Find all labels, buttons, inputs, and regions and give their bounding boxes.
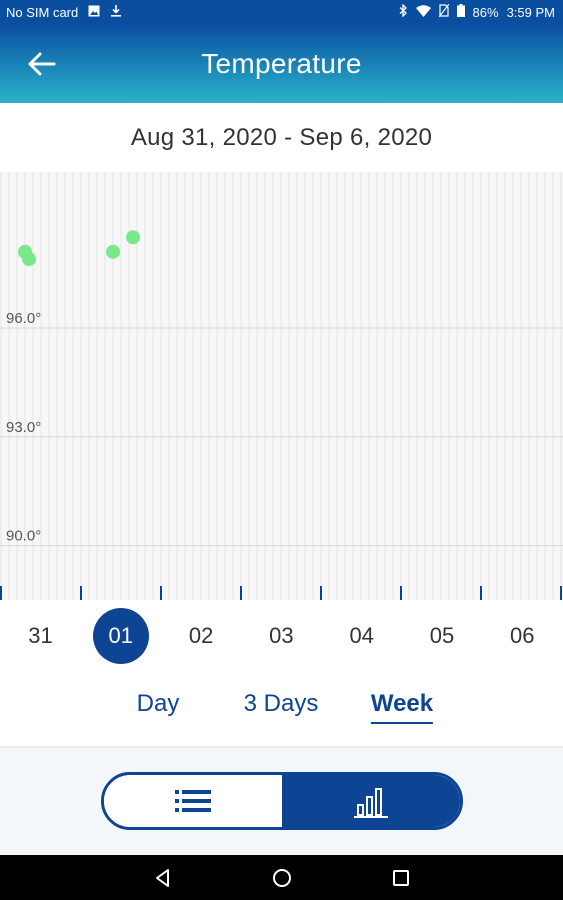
y-tick-label: 96.0° <box>6 310 41 327</box>
period-tab-week[interactable]: Week <box>370 690 434 724</box>
no-sim-icon <box>438 3 450 20</box>
period-tabs: Day 3 Days Week <box>0 690 563 730</box>
battery-icon <box>456 4 465 20</box>
day-04[interactable]: 04 <box>349 623 374 648</box>
day-31[interactable]: 31 <box>28 623 53 648</box>
arrow-left-icon <box>28 52 56 76</box>
image-icon <box>88 5 100 20</box>
data-point <box>22 252 36 267</box>
bar-chart-icon <box>354 788 388 818</box>
app-bar: Temperature <box>0 24 563 103</box>
recents-square-icon <box>393 870 409 886</box>
wifi-icon <box>415 4 431 20</box>
day-03[interactable]: 03 <box>269 623 294 648</box>
download-icon <box>110 4 122 20</box>
list-icon <box>175 790 211 812</box>
data-point <box>106 244 120 259</box>
period-tab-day[interactable]: Day <box>136 690 180 717</box>
view-toggle-area <box>0 748 563 855</box>
day-06[interactable]: 06 <box>510 623 535 648</box>
list-view-button[interactable] <box>104 775 282 827</box>
battery-percent: 86% <box>472 4 499 20</box>
bluetooth-icon <box>399 3 408 20</box>
clock-time: 3:59 PM <box>506 4 555 20</box>
day-selector: 31 01 02 03 04 05 06 <box>0 608 563 664</box>
nav-back-button[interactable] <box>151 866 175 890</box>
day-05[interactable]: 05 <box>429 623 455 648</box>
day-01[interactable]: 01 <box>92 608 149 664</box>
page-title: Temperature <box>201 48 362 79</box>
date-range-label: Aug 31, 2020 - Sep 6, 2020 <box>130 124 433 151</box>
y-tick-label: 90.0° <box>6 528 41 545</box>
y-tick-label: 93.0° <box>6 419 41 436</box>
day-02[interactable]: 02 <box>188 623 214 648</box>
home-circle-icon <box>273 869 291 887</box>
temperature-chart[interactable]: 96.0° 93.0° 90.0° <box>0 172 563 600</box>
chart-view-button[interactable] <box>282 775 460 827</box>
view-toggle <box>101 772 463 830</box>
nav-recents-button[interactable] <box>389 866 413 890</box>
system-nav-bar <box>0 855 563 900</box>
carrier-text: No SIM card <box>6 4 79 20</box>
back-triangle-icon <box>156 869 169 887</box>
period-tab-3-days[interactable]: 3 Days <box>243 690 319 717</box>
status-bar: No SIM card 86% 3:59 PM <box>0 0 563 24</box>
divider <box>0 746 563 748</box>
back-button[interactable] <box>26 48 60 80</box>
nav-home-button[interactable] <box>270 866 294 890</box>
data-point <box>126 230 140 245</box>
